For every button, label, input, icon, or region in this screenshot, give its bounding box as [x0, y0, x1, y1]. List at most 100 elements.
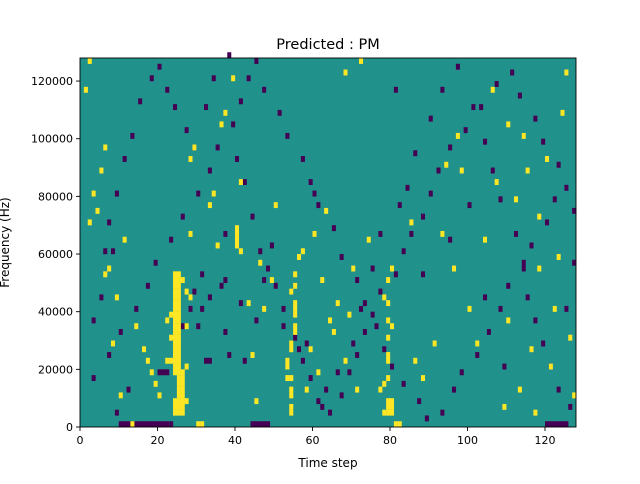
heatmap-cell-high — [386, 375, 391, 382]
heatmap-cell-high — [215, 242, 220, 249]
heatmap-cell-low — [424, 415, 429, 422]
heatmap-cell-low — [169, 421, 174, 428]
heatmap-cell-high — [386, 334, 391, 341]
heatmap-cell-low — [130, 132, 135, 139]
heatmap-cell-low — [502, 363, 507, 370]
heatmap-cell-high — [560, 109, 565, 116]
plot-area — [79, 52, 577, 428]
heatmap-cell-low — [331, 225, 336, 232]
heatmap-cell-high — [421, 375, 426, 382]
heatmap-cell-low — [328, 409, 333, 416]
y-tick-label: 20000 — [38, 363, 73, 376]
heatmap-cell-high — [246, 300, 251, 307]
heatmap-cell-low — [196, 323, 201, 330]
heatmap-cell-low — [533, 317, 538, 324]
heatmap-cell-low — [242, 357, 247, 364]
heatmap-cell-low — [107, 219, 112, 226]
heatmap-cell-low — [142, 421, 147, 428]
heatmap-cell-high — [180, 398, 185, 405]
heatmap-cell-low — [188, 305, 193, 312]
heatmap-cell-low — [211, 75, 216, 82]
heatmap-cell-high — [176, 386, 181, 393]
heatmap-cell-low — [417, 398, 422, 405]
heatmap-cell-high — [176, 403, 181, 410]
heatmap-cell-high — [173, 363, 178, 370]
heatmap-cell-high — [502, 403, 507, 410]
heatmap-cell-low — [262, 277, 267, 284]
heatmap-cell-low — [165, 369, 170, 376]
heatmap-cell-high — [173, 294, 178, 301]
heatmap-cell-low — [483, 294, 488, 301]
heatmap-cell-high — [397, 421, 402, 428]
heatmap-cell-low — [238, 300, 243, 307]
heatmap-cell-high — [176, 323, 181, 330]
y-tick-label: 80000 — [38, 190, 73, 203]
heatmap-cell-high — [176, 294, 181, 301]
heatmap-cell-low — [126, 386, 131, 393]
heatmap-cell-low — [107, 352, 112, 358]
heatmap-cell-high — [312, 230, 317, 237]
heatmap-cell-high — [258, 259, 263, 266]
heatmap-cell-low — [510, 69, 515, 76]
heatmap-cell-low — [250, 213, 255, 220]
heatmap-cell-low — [114, 190, 119, 197]
heatmap-cell-high — [382, 380, 387, 387]
heatmap-cell-low — [355, 352, 360, 358]
heatmap-cell-low — [165, 421, 170, 428]
heatmap-cell-low — [552, 421, 557, 428]
heatmap-cell-low — [545, 219, 550, 226]
plot-background — [80, 58, 576, 427]
heatmap-cell-high — [211, 190, 216, 197]
heatmap-cell-low — [91, 317, 96, 324]
heatmap-cell-low — [517, 92, 522, 99]
heatmap-cell-low — [448, 236, 453, 243]
heatmap-cell-high — [173, 323, 178, 330]
heatmap-cell-low — [157, 369, 162, 376]
heatmap-cell-low — [134, 305, 139, 312]
heatmap-cell-high — [130, 421, 135, 428]
heatmap-cell-low — [254, 58, 259, 64]
heatmap-cell-low — [215, 144, 220, 151]
heatmap-cell-high — [103, 144, 108, 151]
heatmap-cell-low — [262, 86, 267, 93]
heatmap-cell-low — [572, 207, 577, 214]
heatmap-cell-high — [506, 121, 511, 128]
heatmap-cell-high — [165, 357, 170, 364]
heatmap-cell-high — [556, 254, 561, 260]
heatmap-cell-low — [393, 271, 398, 278]
heatmap-cell-low — [397, 202, 402, 209]
heatmap-cell-high — [409, 219, 414, 226]
heatmap-cell-high — [440, 230, 445, 237]
heatmap-cell-high — [165, 317, 170, 324]
heatmap-cell-low — [362, 300, 367, 307]
heatmap-cell-low — [91, 375, 96, 382]
heatmap-cell-high — [293, 282, 298, 289]
heatmap-cell-low — [339, 254, 344, 260]
heatmap-cell-low — [169, 236, 174, 243]
heatmap-cell-high — [432, 340, 437, 347]
heatmap-cell-low — [207, 357, 212, 364]
heatmap-cell-low — [564, 184, 569, 191]
heatmap-cell-low — [219, 282, 224, 289]
heatmap-cell-high — [176, 357, 181, 364]
heatmap-cell-low — [428, 115, 433, 122]
heatmap-cell-high — [289, 403, 294, 410]
heatmap-cell-high — [304, 386, 309, 393]
heatmap-cell-low — [529, 242, 534, 249]
heatmap-cell-low — [421, 213, 426, 220]
heatmap-cell-low — [196, 190, 201, 197]
heatmap-cell-high — [324, 207, 329, 214]
heatmap-cell-high — [490, 86, 495, 93]
heatmap-cell-high — [331, 328, 336, 335]
heatmap-cell-low — [486, 328, 491, 335]
heatmap-cell-low — [556, 421, 561, 428]
heatmap-cell-low — [223, 230, 228, 237]
heatmap-cell-high — [335, 300, 340, 307]
heatmap-cell-high — [289, 346, 294, 353]
heatmap-cell-high — [386, 277, 391, 284]
heatmap-cell-high — [176, 363, 181, 370]
x-tick-label: 40 — [228, 434, 242, 447]
heatmap-cell-high — [390, 403, 395, 410]
heatmap-cell-high — [320, 277, 325, 284]
heatmap-cell-high — [293, 271, 298, 278]
